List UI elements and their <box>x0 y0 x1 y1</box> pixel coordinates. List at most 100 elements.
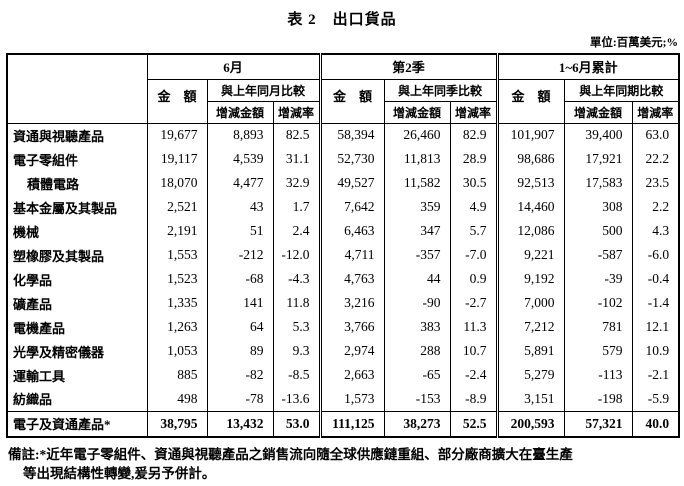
column-group-q2: 第2季 <box>318 53 498 80</box>
column-header-compare-q2: 與上年同季比較 <box>383 78 498 102</box>
value-cell: 52,730 <box>318 147 385 171</box>
value-cell: 17,921 <box>563 147 633 171</box>
value-cell: 7,000 <box>495 291 565 315</box>
value-cell: 4,711 <box>318 243 385 267</box>
value-cell: 57,321 <box>563 410 633 437</box>
export-table: 6月 第2季 1~6月累計 金 額 與上年同月比較 金 額 與上年同季比較 金 … <box>6 53 681 438</box>
value-cell: 11,582 <box>383 171 451 195</box>
value-cell: 82.9 <box>449 123 498 147</box>
value-cell: 43 <box>206 195 273 219</box>
table-row: 資通與視聽產品 19,677 8,893 82.5 58,394 26,460 82.9 10… <box>6 123 680 147</box>
value-cell: 11,813 <box>383 147 451 171</box>
value-cell: -39 <box>563 267 633 291</box>
table-row: 塑橡膠及其製品 1,553 -212 -12.0 4,711 -357 -7.0 9,221-… <box>6 243 680 267</box>
value-cell: 1,053 <box>146 339 207 363</box>
row-label: 電子及資通產品* <box>6 410 147 437</box>
value-cell: 32.9 <box>272 171 321 195</box>
value-cell: 13,432 <box>206 410 273 437</box>
footnote-line-2: 等出現結構性轉變,爰另予併計。 <box>23 465 216 481</box>
value-cell: -0.4 <box>631 267 680 291</box>
table-row: 電子零組件 19,117 4,539 31.1 52,730 11,813 28.9 98,6… <box>6 147 680 171</box>
value-cell: 111,125 <box>318 410 385 437</box>
value-cell: 4.3 <box>631 219 680 243</box>
value-cell: 28.9 <box>449 147 498 171</box>
column-header-amount-june: 金 額 <box>146 78 208 124</box>
value-cell: -198 <box>563 387 633 411</box>
row-label: 礦產品 <box>6 291 147 315</box>
value-cell: -90 <box>383 291 451 315</box>
value-cell: 98,686 <box>495 147 565 171</box>
value-cell: 308 <box>563 195 633 219</box>
row-label: 紡織品 <box>6 387 147 411</box>
value-cell: 2.2 <box>631 195 680 219</box>
table-row: 紡織品 498 -78 -13.6 1,573 -153 -8.9 3,151 -198 -5.9 <box>6 387 680 411</box>
value-cell: 2,521 <box>146 195 207 219</box>
table-row: 運輸工具 885 -82 -8.5 2,663 -65 -2.4 5,279 -113 -2.1 <box>6 363 680 387</box>
value-cell: 6,463 <box>318 219 385 243</box>
value-cell: 23.5 <box>631 171 680 195</box>
footnote-line-1: 備註:*近年電子零組件、資通與視聽產品之銷售流向隨全球供應鏈重組、部分廠商擴大在… <box>8 447 573 462</box>
column-header-change-amount-june: 增減金額 <box>206 100 274 124</box>
value-cell: -65 <box>383 363 451 387</box>
total-row: 電子及資通產品* 38,795 13,432 53.0 111,125 38,273 52.… <box>6 410 680 437</box>
row-label: 電子零組件 <box>6 147 147 171</box>
value-cell: 383 <box>383 315 451 339</box>
row-label: 塑橡膠及其製品 <box>6 243 147 267</box>
value-cell: 1,263 <box>146 315 207 339</box>
value-cell: 500 <box>563 219 633 243</box>
value-cell: 2.4 <box>272 219 321 243</box>
value-cell: 31.1 <box>272 147 321 171</box>
value-cell: 1,523 <box>146 267 207 291</box>
value-cell: 64 <box>206 315 273 339</box>
value-cell: -68 <box>206 267 273 291</box>
header-row-sub: 增減金額 增減率 增減金額 增減率 增減金額 增減率 <box>7 100 680 124</box>
value-cell: -2.4 <box>449 363 498 387</box>
value-cell: 4.9 <box>449 195 498 219</box>
value-cell: 38,273 <box>383 410 451 437</box>
value-cell: 12,086 <box>495 219 565 243</box>
column-header-change-rate-june: 增減率 <box>272 100 321 124</box>
column-header-compare-june: 與上年同月比較 <box>206 78 321 102</box>
value-cell: 2,974 <box>318 339 385 363</box>
column-header-amount-q2: 金 額 <box>318 78 385 124</box>
value-cell: -8.9 <box>449 387 498 411</box>
value-cell: 2,191 <box>146 219 207 243</box>
value-cell: 5,279 <box>495 363 565 387</box>
value-cell: 3,216 <box>318 291 385 315</box>
row-label: 資通與視聽產品 <box>6 123 147 147</box>
value-cell: 5.3 <box>272 315 321 339</box>
value-cell: -78 <box>206 387 273 411</box>
value-cell: 141 <box>206 291 273 315</box>
value-cell: 53.0 <box>272 410 321 437</box>
value-cell: 52.5 <box>449 410 498 437</box>
value-cell: 781 <box>563 315 633 339</box>
value-cell: 4,477 <box>206 171 273 195</box>
value-cell: -153 <box>383 387 451 411</box>
value-cell: 19,117 <box>146 147 207 171</box>
value-cell: 11.8 <box>272 291 321 315</box>
value-cell: 38,795 <box>146 410 207 437</box>
value-cell: 18,070 <box>146 171 207 195</box>
value-cell: 347 <box>383 219 451 243</box>
value-cell: -82 <box>206 363 273 387</box>
value-cell: 8,893 <box>206 123 273 147</box>
footnote: 備註:*近年電子零組件、資通與視聽產品之銷售流向隨全球供應鏈重組、部分廠商擴大在… <box>6 446 674 484</box>
value-cell: 885 <box>146 363 207 387</box>
value-cell: 89 <box>206 339 273 363</box>
value-cell: 7,642 <box>318 195 385 219</box>
column-group-jan-jun: 1~6月累計 <box>495 53 680 80</box>
row-label: 運輸工具 <box>6 363 147 387</box>
value-cell: 7,212 <box>495 315 565 339</box>
column-header-amount-jan-jun: 金 額 <box>495 78 565 124</box>
value-cell: 288 <box>383 339 451 363</box>
table-body: 資通與視聽產品 19,677 8,893 82.5 58,394 26,460 82.9 10… <box>6 123 680 437</box>
row-label: 光學及精密儀器 <box>6 339 147 363</box>
value-cell: 17,583 <box>563 171 633 195</box>
header-row-groups: 6月 第2季 1~6月累計 <box>6 53 680 124</box>
value-cell: -12.0 <box>272 243 321 267</box>
value-cell: 10.9 <box>631 339 680 363</box>
value-cell: 1,573 <box>318 387 385 411</box>
value-cell: 9.3 <box>272 339 321 363</box>
value-cell: 4,539 <box>206 147 273 171</box>
